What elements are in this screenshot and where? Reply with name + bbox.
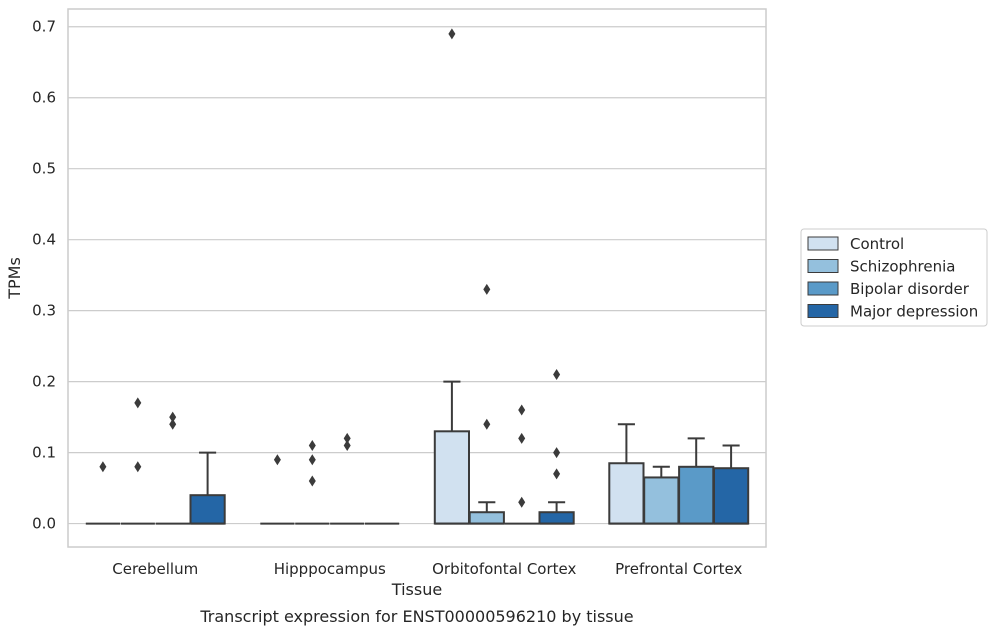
- box-cerebellum-control: [85, 461, 121, 525]
- outlier-point: [448, 28, 456, 40]
- box-body: [433, 430, 471, 525]
- y-tick-label: 0.6: [32, 89, 56, 107]
- y-tick-label: 0.1: [32, 444, 56, 462]
- box-cerebellum-schizophrenia: [120, 397, 155, 525]
- plot-area: [67, 8, 767, 548]
- y-tick-label: 0.0: [32, 515, 56, 533]
- legend-swatch: [807, 281, 839, 296]
- outlier-point: [134, 461, 142, 473]
- legend-swatch: [807, 304, 839, 318]
- x-tick-label: Hipppocampus: [274, 560, 386, 578]
- box-body: [678, 465, 715, 525]
- box-orbitofontal-cortex-control: [433, 28, 471, 525]
- y-tick-label: 0.2: [32, 373, 56, 391]
- box-body: [712, 467, 750, 525]
- box-groups: [85, 28, 750, 525]
- outlier-point: [134, 397, 142, 409]
- outlier-point: [518, 496, 526, 508]
- y-tick-labels: 0.0 0.1 0.2 0.3 0.4 0.5 0.6 0.7: [32, 18, 56, 533]
- box-cerebellum-major-depression: [189, 451, 226, 525]
- legend-label: Major depression: [850, 303, 978, 321]
- box-prefrontal-cortex-major-depression: [712, 444, 750, 525]
- outlier-point: [518, 404, 526, 416]
- y-tick-label: 0.5: [32, 160, 56, 178]
- outlier-point: [553, 447, 561, 459]
- figure-caption: Transcript expression for ENST0000059621…: [199, 607, 633, 626]
- outlier-point: [483, 418, 491, 430]
- x-tick-label: Orbitofontal Cortex: [432, 560, 576, 578]
- outlier-point: [483, 283, 491, 295]
- legend-swatch: [807, 236, 839, 251]
- box-prefrontal-cortex-bipolar-disorder: [678, 437, 715, 525]
- outlier-point: [553, 468, 561, 480]
- box-body: [189, 494, 226, 525]
- box-orbitofontal-cortex-schizophrenia: [468, 283, 505, 525]
- y-tick-label: 0.4: [32, 231, 56, 249]
- outlier-point: [553, 369, 561, 381]
- box-body: [643, 476, 680, 525]
- box-cerebellum-bipolar-disorder: [155, 411, 190, 525]
- legend-label: Control: [850, 235, 904, 253]
- x-tick-label: Cerebellum: [112, 560, 198, 578]
- x-axis-label: Tissue: [391, 580, 442, 599]
- legend-label: Bipolar disorder: [850, 280, 970, 298]
- box-hipppocampus-schizophrenia: [295, 440, 330, 525]
- box-orbitofontal-cortex-bipolar-disorder: [504, 404, 539, 525]
- outlier-point: [343, 432, 351, 444]
- y-tick-label: 0.3: [32, 302, 56, 320]
- box-hipppocampus-control: [260, 454, 295, 525]
- box-prefrontal-cortex-control: [608, 423, 645, 525]
- legend-frame: [800, 228, 988, 327]
- legend-swatch: [807, 259, 839, 273]
- box-body: [538, 511, 575, 525]
- y-axis-label: TPMs: [5, 257, 24, 300]
- outlier-point: [308, 475, 316, 487]
- outlier-point: [99, 461, 107, 473]
- x-tick-label: Prefrontal Cortex: [615, 560, 742, 578]
- legend-label: Schizophrenia: [850, 258, 955, 276]
- outlier-point: [308, 454, 316, 466]
- outlier-point: [308, 440, 316, 452]
- box-body: [468, 511, 505, 525]
- outlier-point: [169, 418, 177, 430]
- outlier-point: [343, 440, 351, 452]
- box-hipppocampus-bipolar-disorder: [330, 432, 365, 525]
- x-tick-labels: Cerebellum Hipppocampus Orbitofontal Corte…: [112, 560, 742, 578]
- legend: Control Schizophrenia Bipolar disorder Majo…: [800, 228, 988, 327]
- box-orbitofontal-cortex-major-depression: [538, 369, 575, 525]
- outlier-point: [518, 432, 526, 444]
- outlier-point: [273, 454, 281, 466]
- outlier-point: [169, 411, 177, 423]
- y-tick-label: 0.7: [32, 18, 56, 36]
- box-body: [608, 462, 645, 525]
